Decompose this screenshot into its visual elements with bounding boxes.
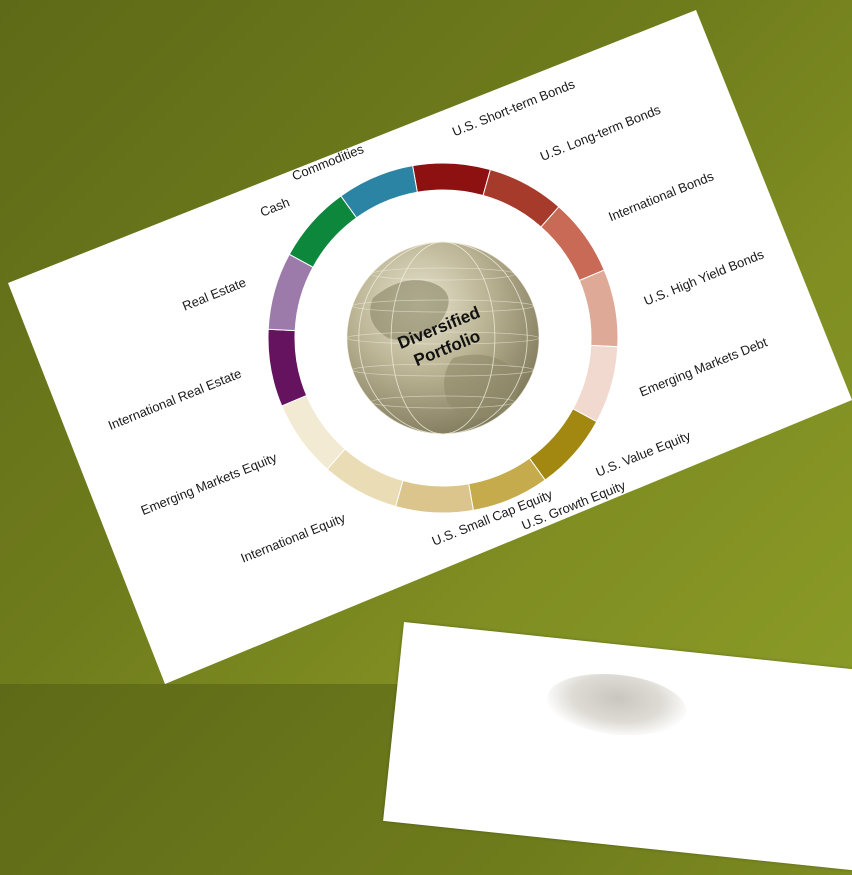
segment-u-s-small-cap-equity [394, 479, 474, 514]
photo-fragment [543, 667, 690, 742]
segment-u-s-short-term-bonds [412, 162, 492, 197]
segment-commodities [340, 165, 418, 219]
globe-icon [346, 241, 540, 435]
